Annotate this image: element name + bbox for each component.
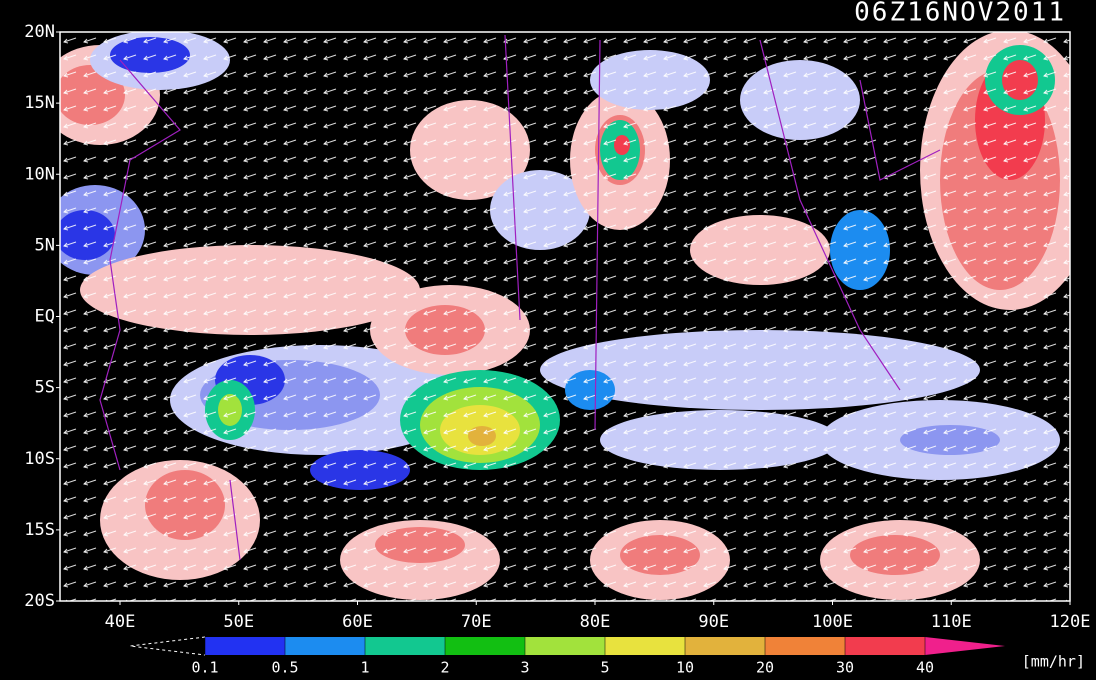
lat-label: 5S: [35, 378, 55, 398]
colorbar-label: 1: [360, 659, 369, 677]
colorbar-label: 40: [916, 659, 934, 677]
colorbar-label: 0.5: [271, 659, 298, 677]
colorbar-label: 2: [440, 659, 449, 677]
colorbar-segment: [845, 637, 925, 655]
lon-label: 100E: [812, 612, 853, 632]
map-title: 06Z16NOV2011: [854, 0, 1066, 28]
colorbar-segment: [285, 637, 365, 655]
lon-label: 70E: [461, 612, 492, 632]
lat-label: 20S: [24, 591, 55, 611]
colorbar-label: 10: [676, 659, 694, 677]
colorbar-high-arrow: [925, 637, 1005, 655]
colorbar-segment: [605, 637, 685, 655]
lat-label: 15N: [24, 93, 55, 113]
colorbar-unit: [mm/hr]: [1022, 653, 1085, 671]
colorbar-label: 20: [756, 659, 774, 677]
lon-label: 50E: [223, 612, 254, 632]
colorbar-segment: [685, 637, 765, 655]
colorbar-label: 5: [600, 659, 609, 677]
colorbar-segment: [365, 637, 445, 655]
colorbar-segment: [205, 637, 285, 655]
colorbar-segment: [445, 637, 525, 655]
colorbar-low-arrow: [129, 636, 206, 656]
colorbar-segment: [765, 637, 845, 655]
lat-label: EQ: [35, 307, 55, 327]
lon-label: 80E: [580, 612, 611, 632]
lat-label: 5N: [35, 235, 55, 255]
axes: 20N 15N 10N 5N EQ 5S 10S 15S 20S 40E 50E 60E 70E 80E 9…: [24, 22, 1090, 632]
map-field: [60, 32, 1070, 601]
lat-label: 10S: [24, 449, 55, 469]
colorbar-label: 0.1: [191, 659, 218, 677]
lat-label: 10N: [24, 164, 55, 184]
lat-label: 20N: [24, 22, 55, 42]
lon-label: 60E: [342, 612, 373, 632]
lat-label: 15S: [24, 520, 55, 540]
lon-label: 110E: [931, 612, 972, 632]
colorbar-label: 3: [520, 659, 529, 677]
lon-label: 40E: [105, 612, 136, 632]
lon-label: 120E: [1050, 612, 1091, 632]
colorbar: 0.1 0.5 1 2 3 5 10 20 30 40 [mm/hr]: [129, 636, 1085, 677]
colorbar-segment: [525, 637, 605, 655]
colorbar-label: 30: [836, 659, 854, 677]
lon-label: 90E: [698, 612, 729, 632]
